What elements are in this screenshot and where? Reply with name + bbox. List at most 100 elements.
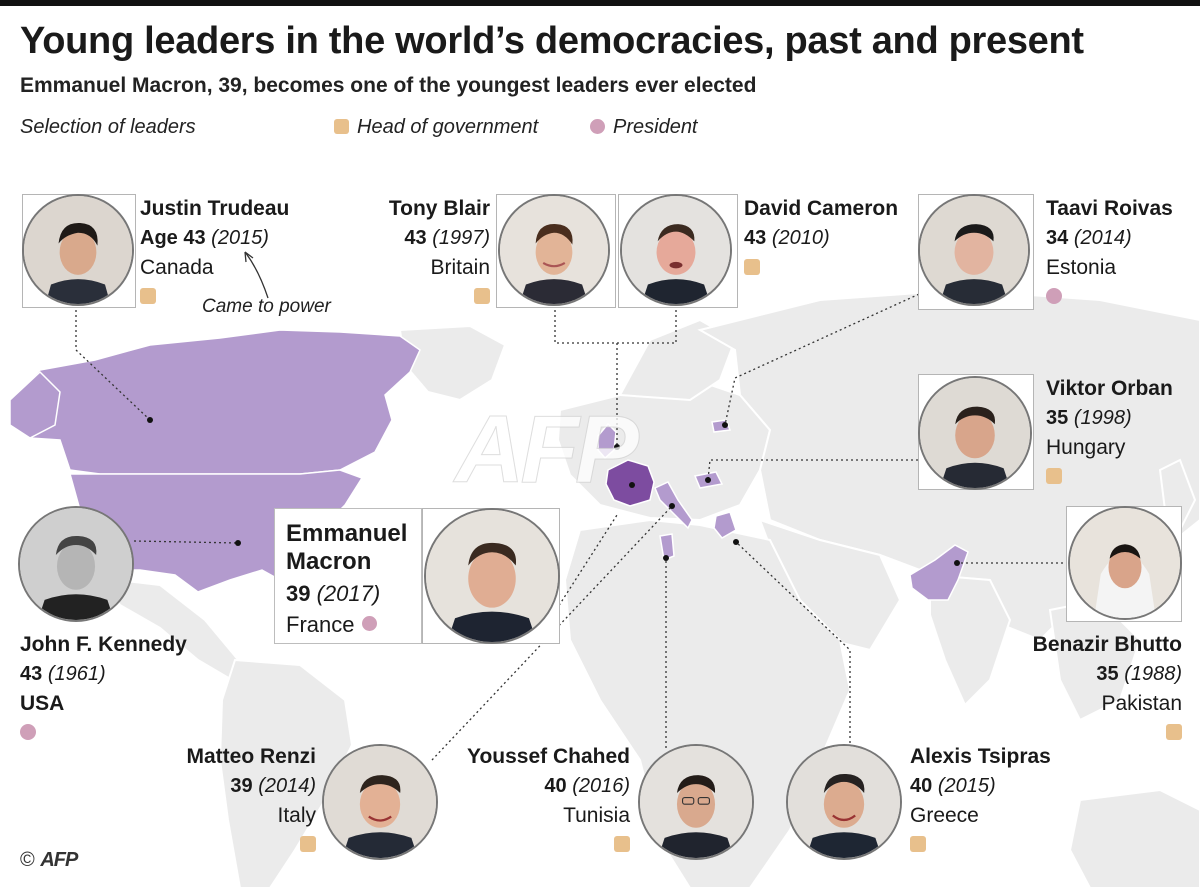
britain-shape <box>597 422 617 460</box>
head-of-government-square-icon <box>1166 724 1182 740</box>
leader-age-row: 43 (1961) <box>20 660 187 689</box>
leader-age: 40 <box>910 775 933 797</box>
featured-country-row: France <box>286 610 407 640</box>
macron-portrait <box>424 508 560 644</box>
leader-age-row: 40 (2015) <box>910 772 1051 801</box>
leader-age: 35 <box>1096 663 1119 685</box>
page-subtitle: Emmanuel Macron, 39, becomes one of the … <box>20 74 757 97</box>
legend-head-of-government-label: Head of government <box>357 116 539 138</box>
head-of-government-square-icon <box>334 119 349 134</box>
leader-age-row: 43 (1997) <box>389 224 490 253</box>
leader-name: John F. Kennedy <box>20 633 187 656</box>
leader-chahed: Youssef Chahed 40 (2016) Tunisia <box>467 742 630 857</box>
greece-shape <box>713 511 737 539</box>
pakistan-shape <box>909 544 969 601</box>
featured-year: (2017) <box>316 581 381 606</box>
leader-age-row: 35 (1998) <box>1046 404 1173 433</box>
leader-year: (2014) <box>1073 227 1132 249</box>
leader-country: Tunisia <box>563 804 630 827</box>
legend-head-of-government: Head of government <box>334 116 538 139</box>
leader-name: Taavi Roivas <box>1046 197 1173 220</box>
connector-dots <box>147 417 960 566</box>
featured-country: France <box>286 612 355 637</box>
leader-year: (2010) <box>771 227 830 249</box>
leader-age-row: 40 (2016) <box>467 772 630 801</box>
leader-country: Estonia <box>1046 256 1117 279</box>
afp-logo: AFP <box>40 849 78 871</box>
leader-age: 40 <box>544 775 567 797</box>
leader-age-row: 43 (2010) <box>744 224 898 253</box>
leader-year: (2016) <box>572 775 630 797</box>
leader-country: Hungary <box>1046 436 1126 459</box>
leader-year: (1961) <box>47 663 106 685</box>
leader-age: 43 <box>404 227 427 249</box>
leader-age: 34 <box>1046 227 1069 249</box>
leader-age-row: 35 (1988) <box>1033 660 1182 689</box>
came-to-power-pointer <box>244 251 269 299</box>
leader-name: Benazir Bhutto <box>1032 633 1182 656</box>
leader-orban: Viktor Orban 35 (1998) Hungary <box>1046 374 1173 489</box>
renzi-portrait <box>322 744 438 860</box>
leader-tsipras: Alexis Tsipras 40 (2015) Greece <box>910 742 1051 857</box>
leader-blair: Tony Blair 43 (1997) Britain <box>389 194 490 309</box>
legend-president-label: President <box>613 116 698 138</box>
legend-title: Selection of leaders <box>20 116 196 138</box>
leader-kennedy: John F. Kennedy 43 (1961) USA <box>20 630 187 745</box>
trudeau-portrait <box>22 194 134 306</box>
leader-age: 43 <box>744 227 767 249</box>
president-circle-icon <box>590 119 605 134</box>
copyright-credit: © AFP <box>20 849 78 872</box>
president-circle-icon <box>20 724 36 740</box>
alaska-shape <box>9 370 61 439</box>
president-circle-icon <box>1046 288 1062 304</box>
leader-name: David Cameron <box>744 197 899 220</box>
blair-portrait <box>498 194 610 306</box>
leader-year: (2015) <box>937 775 996 797</box>
leader-year: (2014) <box>258 775 316 797</box>
leader-name: Tony Blair <box>388 197 490 220</box>
leader-age-row: Age 43 (2015) <box>140 224 289 253</box>
leader-country: Canada <box>140 256 214 279</box>
canada-shape <box>9 329 421 475</box>
afp-watermark: AFP <box>455 396 640 504</box>
leader-country: Pakistan <box>1101 692 1182 715</box>
leader-name: Justin Trudeau <box>140 197 290 220</box>
head-of-government-square-icon <box>474 288 490 304</box>
leader-year: (1997) <box>432 227 490 249</box>
connector-lines <box>75 289 1068 761</box>
featured-name-first: Emmanuel <box>286 520 408 547</box>
bhutto-portrait <box>1068 506 1182 620</box>
leader-year: (1998) <box>1073 407 1132 429</box>
leader-name: Viktor Orban <box>1046 377 1173 400</box>
tunisia-shape <box>659 533 675 562</box>
head-of-government-square-icon <box>1046 468 1062 484</box>
legend-president: President <box>590 116 698 139</box>
leader-age: Age 43 <box>140 227 206 249</box>
page-title: Young leaders in the world’s democracies… <box>20 20 1084 62</box>
orban-portrait <box>918 376 1032 490</box>
leader-cameron: David Cameron 43 (2010) <box>744 194 898 280</box>
head-of-government-square-icon <box>744 259 760 275</box>
tsipras-portrait <box>786 744 902 860</box>
chahed-portrait <box>638 744 754 860</box>
featured-age-row: 39 (2017) <box>286 578 407 610</box>
leader-country: USA <box>20 692 65 715</box>
head-of-government-square-icon <box>614 836 630 852</box>
featured-leader-macron: Emmanuel Macron 39 (2017) France <box>286 520 407 640</box>
leader-country: Britain <box>430 256 490 279</box>
featured-name-last: Macron <box>286 548 372 575</box>
leader-age: 39 <box>230 775 253 797</box>
top-rule <box>0 0 1200 6</box>
leader-name: Youssef Chahed <box>467 745 630 768</box>
copyright-symbol: © <box>20 849 35 871</box>
kennedy-portrait <box>18 506 134 622</box>
leader-name: Matteo Renzi <box>186 745 316 768</box>
cameron-portrait <box>620 194 732 306</box>
leader-bhutto: Benazir Bhutto 35 (1988) Pakistan <box>1033 630 1182 745</box>
came-to-power-note: Came to power <box>202 296 331 317</box>
leader-age: 35 <box>1046 407 1069 429</box>
leader-renzi: Matteo Renzi 39 (2014) Italy <box>186 742 316 857</box>
leader-name: Alexis Tsipras <box>910 745 1051 768</box>
head-of-government-square-icon <box>140 288 156 304</box>
roivas-portrait <box>918 194 1030 306</box>
